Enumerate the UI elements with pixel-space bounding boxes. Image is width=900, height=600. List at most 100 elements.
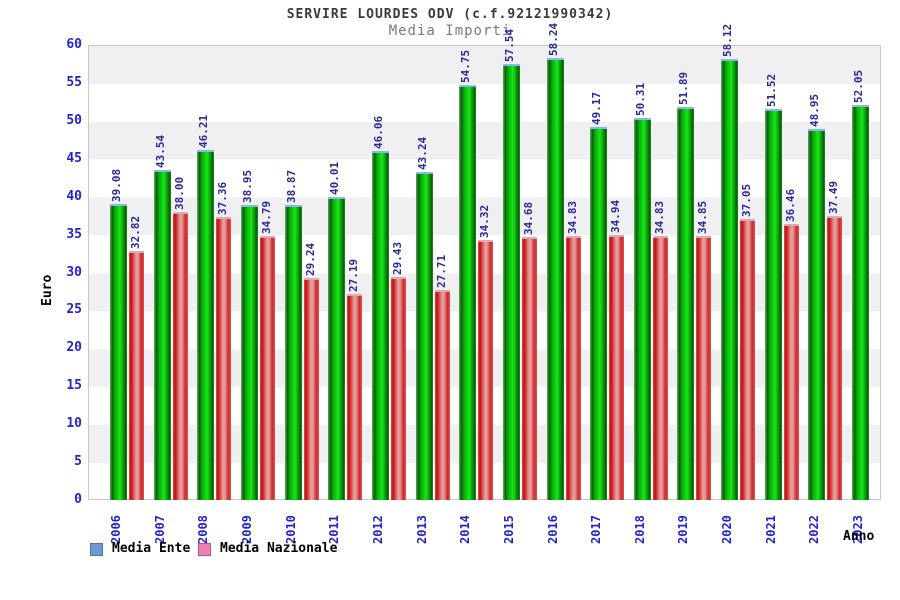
bar-media-nazionale-2017 (609, 235, 625, 500)
x-tick-label: 2013 (414, 515, 429, 544)
y-tick-label: 60 (66, 37, 82, 52)
bar-media-nazionale-2018 (652, 235, 668, 500)
legend-label-media-ente: Media Ente (112, 541, 191, 556)
value-label-media-ente: 46.21 (197, 114, 211, 148)
value-label-media-nazionale: 29.43 (390, 241, 404, 275)
bar-media-ente-2007 (153, 169, 171, 500)
x-tick-label: 2021 (763, 515, 778, 544)
bar-media-nazionale-2010 (303, 278, 319, 500)
value-label-media-nazionale: 37.05 (740, 183, 754, 218)
value-label-media-ente: 54.75 (459, 49, 473, 83)
bar-media-ente-2006 (110, 203, 127, 500)
value-label-media-nazionale: 37.36 (216, 181, 230, 215)
bar-media-nazionale-2012 (390, 276, 406, 500)
x-tick-label: 2019 (676, 515, 691, 544)
bar-media-ente-2021 (764, 109, 782, 500)
value-label-media-ente: 52.05 (852, 70, 866, 104)
value-label-media-ente: 51.89 (677, 71, 691, 105)
value-label-media-nazionale: 38.00 (172, 176, 186, 210)
value-label-media-ente: 43.54 (153, 134, 167, 168)
value-label-media-ente: 49.17 (590, 92, 604, 126)
y-tick-label: 15 (66, 378, 82, 394)
bar-media-ente-2017 (590, 127, 608, 500)
value-label-media-nazionale: 37.49 (827, 180, 841, 214)
x-tick-label: 2007 (152, 515, 167, 544)
value-label-media-ente: 48.95 (808, 93, 822, 127)
y-tick-label: 50 (66, 112, 82, 128)
x-tick-label: 2014 (458, 515, 473, 544)
bar-media-nazionale-2016 (565, 235, 581, 500)
bar-media-ente-2011 (328, 196, 346, 500)
bar-media-nazionale-2011 (347, 293, 363, 500)
x-tick-label: 2017 (589, 515, 604, 544)
y-tick-label: 55 (66, 74, 82, 90)
bar-media-ente-2020 (721, 59, 739, 500)
x-tick-label: 2008 (196, 515, 211, 544)
value-label-media-ente: 58.12 (721, 24, 735, 58)
bar-media-ente-2022 (808, 128, 826, 500)
y-tick-label: 5 (74, 454, 82, 470)
y-tick-label: 20 (66, 340, 82, 356)
bar-media-ente-2015 (502, 63, 520, 500)
bar-media-ente-2014 (459, 84, 477, 500)
chart-title: SERVIRE LOURDES ODV (c.f.92121990342) (286, 7, 614, 22)
bar-media-nazionale-2006 (129, 251, 144, 500)
value-label-media-ente: 39.08 (110, 168, 123, 202)
value-label-media-nazionale: 27.71 (434, 254, 448, 288)
bar-media-ente-2016 (546, 58, 564, 500)
bar-media-ente-2019 (677, 106, 695, 500)
value-label-media-ente: 57.54 (502, 28, 516, 62)
value-label-media-ente: 38.95 (240, 169, 254, 203)
bar-media-ente-2010 (284, 205, 302, 500)
value-label-media-nazionale: 32.82 (129, 215, 142, 250)
y-tick-label: 45 (66, 150, 82, 166)
x-tick-label: 2015 (501, 515, 516, 544)
y-tick-label: 0 (74, 492, 82, 507)
bar-media-nazionale-2013 (434, 289, 450, 500)
x-tick-label: 2012 (370, 515, 385, 544)
value-label-media-ente: 50.31 (633, 83, 647, 117)
y-tick-label: 10 (66, 416, 82, 432)
x-tick-label: 2010 (283, 515, 298, 544)
legend-label-media-nazionale: Media Nazionale (220, 541, 338, 556)
x-tick-label: 2006 (109, 515, 123, 544)
x-tick-label: 2022 (807, 515, 822, 544)
value-label-media-nazionale: 34.83 (565, 200, 579, 234)
y-tick-label: 35 (66, 226, 82, 242)
chart-subtitle: Media Importi (388, 23, 512, 39)
bar-media-nazionale-2014 (478, 239, 494, 500)
value-label-media-ente: 46.06 (371, 115, 385, 149)
value-label-media-nazionale: 29.24 (303, 243, 317, 277)
bar-media-ente-2013 (415, 172, 433, 500)
bar-media-nazionale-2020 (740, 219, 756, 500)
value-label-media-ente: 43.24 (415, 136, 429, 171)
bar-media-nazionale-2015 (521, 237, 537, 500)
bar-media-ente-2023 (852, 105, 870, 500)
bar-media-nazionale-2007 (172, 211, 188, 500)
bar-media-nazionale-2019 (696, 235, 712, 500)
bar-media-nazionale-2021 (783, 223, 799, 500)
bar-media-nazionale-2008 (216, 216, 232, 500)
y-tick-label: 30 (66, 264, 82, 280)
value-label-media-ente: 51.52 (764, 74, 778, 108)
bar-media-ente-2009 (240, 204, 258, 500)
bar-media-ente-2018 (633, 118, 651, 500)
value-label-media-ente: 38.87 (284, 170, 298, 204)
x-tick-label: 2009 (239, 515, 254, 544)
value-label-media-nazionale: 34.85 (696, 200, 710, 234)
y-tick-label: 40 (66, 188, 82, 204)
value-label-media-ente: 58.24 (546, 23, 560, 57)
value-label-media-nazionale: 34.83 (652, 200, 666, 234)
x-tick-label: 2020 (720, 515, 735, 544)
legend-swatch-media-nazionale (198, 543, 211, 556)
value-label-media-nazionale: 34.79 (259, 201, 273, 235)
bar-media-ente-2012 (371, 150, 389, 500)
legend-swatch-media-ente (90, 543, 103, 556)
bar-media-nazionale-2009 (259, 236, 275, 500)
value-label-media-nazionale: 34.68 (521, 201, 535, 235)
value-label-media-ente: 40.01 (328, 161, 342, 195)
x-tick-label: 2016 (545, 515, 560, 544)
bar-media-ente-2008 (197, 149, 215, 500)
bar-media-nazionale-2022 (827, 215, 843, 500)
